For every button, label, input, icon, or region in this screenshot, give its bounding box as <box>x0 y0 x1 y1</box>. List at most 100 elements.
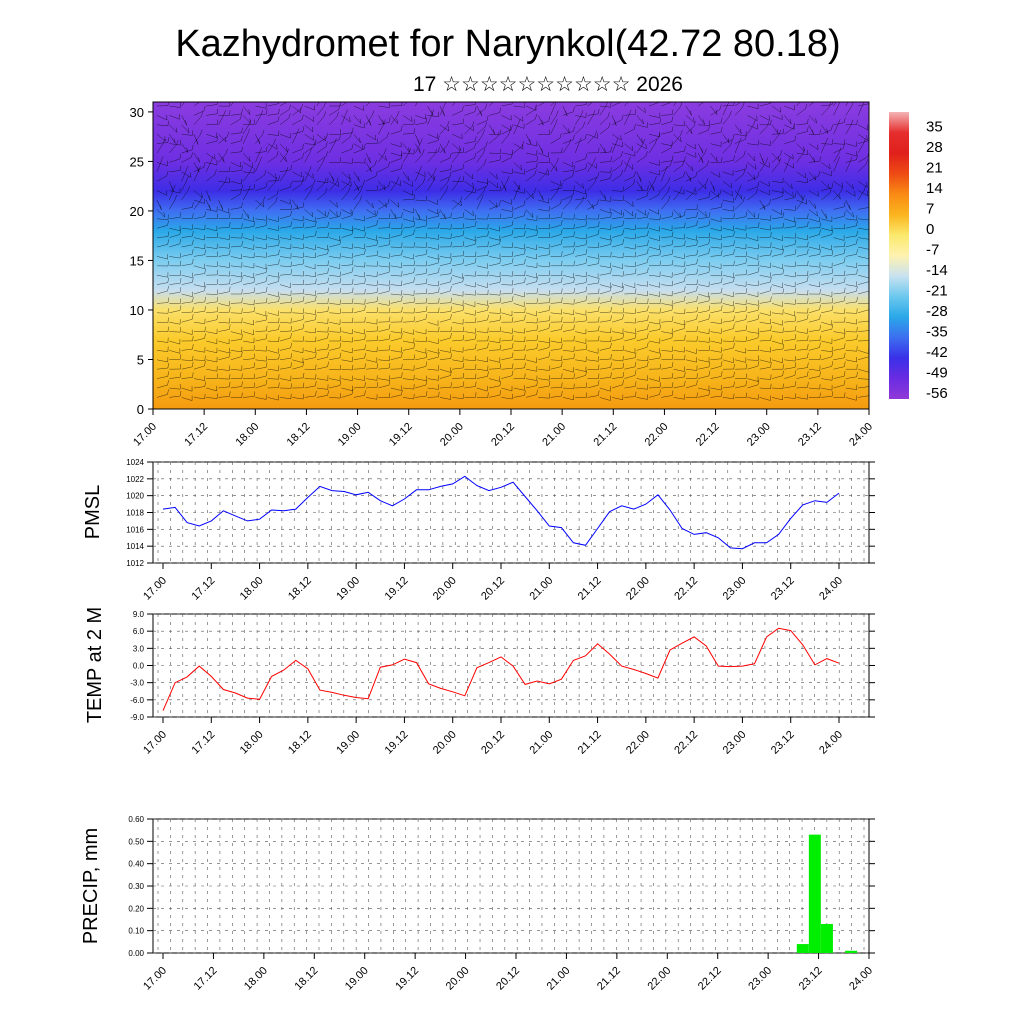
temp-ytick-label: 9.0 <box>133 610 145 619</box>
heat-ytick-label: 20 <box>130 204 144 219</box>
temp-xtick-label: 20.00 <box>431 729 459 757</box>
pmsl-ytick-label: 1024 <box>126 458 144 467</box>
heat-ytick-label: 15 <box>130 253 144 268</box>
temp-xtick-label: 18.00 <box>238 729 266 757</box>
heat-xtick-label: 24.00 <box>847 421 875 449</box>
heat-xtick-label: 17.12 <box>182 421 210 449</box>
temp-xtick-label: 22.12 <box>672 729 700 757</box>
prec-ytick-label: 0.50 <box>128 837 144 846</box>
prec-ytick-label: 0.00 <box>128 949 144 958</box>
pmsl-ytick-label: 1016 <box>126 525 144 534</box>
heat-xtick-label: 22.12 <box>694 421 722 449</box>
precip-ylabel: PRECIP, mm <box>80 828 102 944</box>
pmsl-xtick-label: 17.12 <box>189 575 217 603</box>
heat-ytick-label: 5 <box>137 352 144 367</box>
temp-ytick-label: -9.0 <box>130 713 144 722</box>
prec-xtick-label: 20.12 <box>494 965 522 993</box>
precip-bar <box>808 834 821 953</box>
precip-bar <box>820 923 833 953</box>
temp-xtick-label: 23.00 <box>721 729 749 757</box>
prec-xtick-label: 21.12 <box>595 965 623 993</box>
heat-xtick-label: 21.00 <box>540 421 568 449</box>
temp-xtick-label: 17.00 <box>141 729 169 757</box>
prec-xtick-label: 18.12 <box>292 965 320 993</box>
prec-ytick-label: 0.60 <box>128 815 144 824</box>
heat-xtick-label: 23.00 <box>745 421 773 449</box>
colorbar-label: 14 <box>926 180 943 197</box>
prec-ytick-label: 0.40 <box>128 860 144 869</box>
pmsl-ytick-label: 1022 <box>126 475 144 484</box>
heat-xtick-label: 20.12 <box>489 421 517 449</box>
colorbar-label: -7 <box>926 241 939 258</box>
pmsl-ytick-label: 1018 <box>126 509 144 518</box>
heat-xtick-label: 23.12 <box>796 421 824 449</box>
prec-xtick-label: 21.00 <box>545 965 573 993</box>
prec-xtick-label: 23.12 <box>797 965 825 993</box>
heat-xtick-label: 18.00 <box>233 421 261 449</box>
pmsl-xtick-label: 20.00 <box>431 575 459 603</box>
prec-xtick-label: 22.00 <box>645 965 673 993</box>
pmsl-xtick-label: 22.12 <box>672 575 700 603</box>
temp-line <box>162 627 840 711</box>
heat-xtick-label: 19.00 <box>336 421 364 449</box>
prec-xtick-label: 19.12 <box>393 965 421 993</box>
precip-bar <box>845 950 858 953</box>
precip-bar <box>796 944 809 953</box>
colorbar-label: -35 <box>926 323 948 340</box>
colorbar-label: 28 <box>926 139 943 156</box>
temp-panel: -9.0 -6.0 -3.0 0.0 3.0 6.0 9.0 17.00 17.12 18.00… <box>84 607 875 757</box>
heat-ytick-label: 0 <box>137 402 144 417</box>
temp-xtick-label: 19.12 <box>383 729 411 757</box>
temp-xtick-label: 19.00 <box>334 729 362 757</box>
colorbar-label: 21 <box>926 159 943 176</box>
temp-ylabel: TEMP at 2 M <box>84 607 106 723</box>
temp-xtick-label: 23.12 <box>769 729 797 757</box>
pmsl-xtick-label: 22.00 <box>624 575 652 603</box>
colorbar-label: 7 <box>926 200 934 217</box>
pmsl-ytick-label: 1014 <box>126 542 144 551</box>
prec-ytick-label: 0.30 <box>128 882 144 891</box>
colorbar-label: -49 <box>926 364 948 381</box>
pmsl-ylabel: PMSL <box>82 485 104 539</box>
pmsl-xtick-label: 23.00 <box>721 575 749 603</box>
heat-xtick-label: 21.12 <box>591 421 619 449</box>
pmsl-xtick-label: 18.00 <box>238 575 266 603</box>
temp-xtick-label: 21.00 <box>527 729 555 757</box>
heat-xtick-label: 18.12 <box>285 421 313 449</box>
temp-ytick-label: -6.0 <box>130 696 144 705</box>
prec-xtick-label: 17.00 <box>141 965 169 993</box>
temp-xtick-label: 18.12 <box>286 729 314 757</box>
heat-ytick-label: 30 <box>130 105 144 120</box>
pmsl-ytick-label: 1012 <box>126 559 144 568</box>
temp-ytick-label: 6.0 <box>133 627 145 636</box>
prec-xtick-label: 20.00 <box>444 965 472 993</box>
colorbar-label: -28 <box>926 303 948 320</box>
wind-barbs <box>156 102 869 401</box>
figure-subtitle: 17 ☆☆☆☆☆☆☆☆☆☆ 2026 <box>413 73 683 96</box>
heat-xtick-label: 19.12 <box>387 421 415 449</box>
colorbar: 35 28 21 14 7 0 -7 -14 -21 -28 -35 -42 -49 -56 <box>889 112 948 402</box>
pmsl-xtick-label: 23.12 <box>769 575 797 603</box>
temp-ytick-label: 0.0 <box>133 662 145 671</box>
pmsl-xtick-label: 19.12 <box>383 575 411 603</box>
colorbar-label: -21 <box>926 282 948 299</box>
precip-panel: 0.00 0.10 0.20 0.30 0.40 0.50 0.60 17.00 17.12 1… <box>80 815 875 993</box>
pmsl-xtick-label: 19.00 <box>334 575 362 603</box>
temp-xtick-label: 21.12 <box>576 729 604 757</box>
temp-xtick-label: 22.00 <box>624 729 652 757</box>
prec-xtick-label: 18.00 <box>242 965 270 993</box>
colorbar-label: 35 <box>926 118 943 135</box>
heat-ytick-label: 25 <box>130 154 144 169</box>
cross-section-panel: 0 5 10 15 20 25 30 17.00 17.12 18.00 18.12 19.00 19… <box>130 101 948 449</box>
prec-xtick-label: 17.12 <box>192 965 220 993</box>
prec-ytick-label: 0.20 <box>128 904 144 913</box>
colorbar-label: -56 <box>926 385 948 402</box>
heat-xtick-label: 17.00 <box>131 421 159 449</box>
pmsl-panel: 1012 1014 1016 1018 1020 1022 1024 17.00 17.12 1… <box>82 458 875 603</box>
colorbar-label: -42 <box>926 344 948 361</box>
pmsl-line <box>162 475 840 550</box>
temp-xtick-label: 17.12 <box>189 729 217 757</box>
pmsl-xtick-label: 20.12 <box>479 575 507 603</box>
prec-xtick-label: 19.00 <box>343 965 371 993</box>
